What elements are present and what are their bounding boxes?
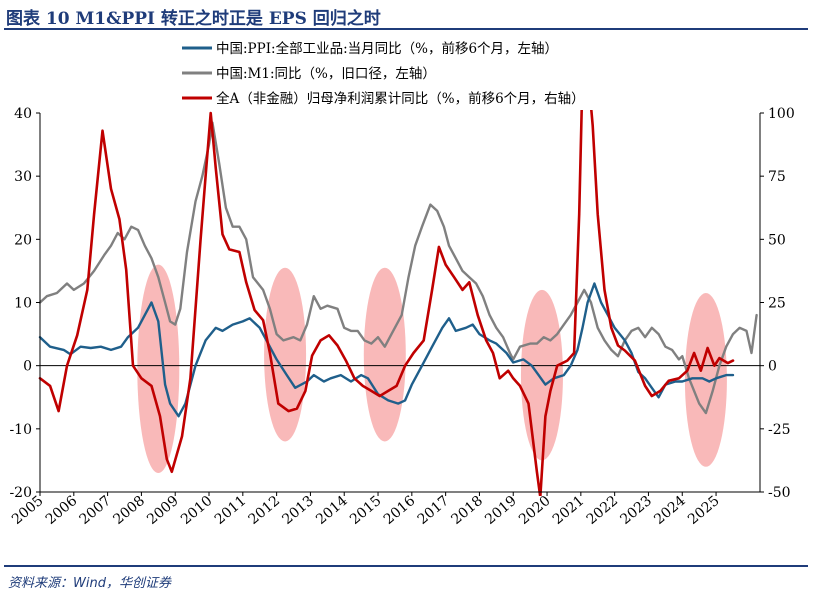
x-tick-label: 2021 [550,493,588,528]
legend-label-m1: 中国:M1:同比（%，旧口径，左轴） [216,66,436,82]
right-tick-label: 25 [768,296,786,312]
x-tick-label: 2012 [246,493,284,528]
left-tick-label: 30 [14,169,32,185]
right-tick-label: 0 [768,359,777,375]
right-tick-label: 50 [768,232,786,248]
right-tick-label: -50 [768,485,791,501]
series-line-m1 [38,121,758,415]
left-tick-label: 40 [14,106,32,122]
x-tick-label: 2017 [415,493,453,528]
x-tick-label: 2020 [516,493,554,528]
x-tick-label: 2022 [584,493,622,528]
right-tick-label: 75 [768,169,786,185]
series-line-ppi [38,282,735,418]
highlight-ellipse-3 [520,289,563,461]
x-tick-label: 2024 [651,493,689,528]
left-tick-label: -10 [9,422,32,438]
highlight-ellipse-2 [363,267,406,442]
legend: 中国:PPI:全部工业品:当月同比（%，前移6个月，左轴） 中国:M1:同比（%，… [182,40,585,107]
source-note: 资料来源：Wind，华创证券 [8,576,171,591]
left-tick-label: -20 [9,485,32,501]
highlight-ellipse-1 [264,267,307,442]
x-tick-label: 2010 [178,493,216,528]
source-rule [4,565,808,567]
left-tick-label: 10 [14,296,32,312]
series-line-eps [38,110,735,496]
x-tick-label: 2014 [313,493,351,528]
x-tick-label: 2008 [110,493,148,528]
legend-label-eps: 全A（非金融）归母净利润累计同比（%，前移6个月，右轴） [216,90,585,107]
x-tick-label: 2015 [347,493,385,528]
x-tick-label: 2025 [685,493,723,528]
right-tick-label: -25 [768,422,791,438]
legend-label-ppi: 中国:PPI:全部工业品:当月同比（%，前移6个月，左轴） [216,40,558,57]
highlight-ellipses [137,264,727,474]
x-tick-label: 2018 [448,493,486,528]
x-tick-label: 2023 [617,493,655,528]
x-tick-label: 2016 [381,493,419,528]
x-tick-label: 2009 [144,493,182,528]
right-tick-label: 100 [768,106,795,122]
series-layer [38,110,758,496]
figure-title: 图表 10 M1&PPI 转正之时正是 EPS 回归之时 [6,9,381,29]
left-tick-label: 0 [23,359,32,375]
highlight-ellipse-0 [137,264,180,474]
x-tick-label: 2019 [482,493,520,528]
title-rule [4,28,808,30]
x-tick-label: 2011 [212,493,250,528]
x-tick-label: 2013 [279,493,317,528]
x-tick-label: 2006 [43,493,81,528]
x-tick-label: 2007 [77,493,115,528]
left-tick-label: 20 [14,232,32,248]
